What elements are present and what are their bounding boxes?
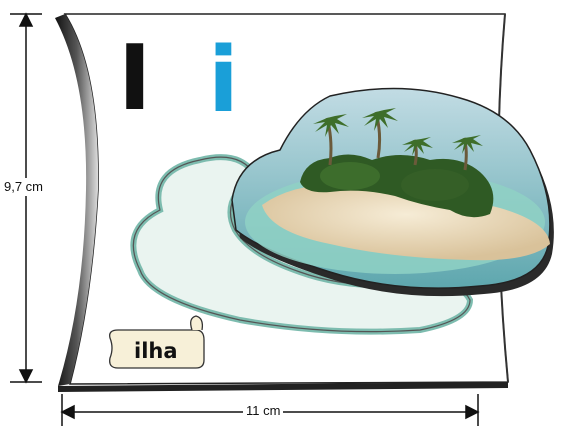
- height-dimension-label: 9,7 cm: [4, 178, 44, 196]
- lowercase-letter: i: [208, 28, 239, 133]
- height-dimension-arrow: [10, 12, 42, 384]
- island-photo: [231, 87, 554, 297]
- uppercase-letter: I: [118, 26, 152, 131]
- word-tag-scroll: [109, 315, 205, 369]
- width-dimension-label: 11 cm: [243, 403, 284, 419]
- word-tag-label: ilha: [134, 339, 178, 363]
